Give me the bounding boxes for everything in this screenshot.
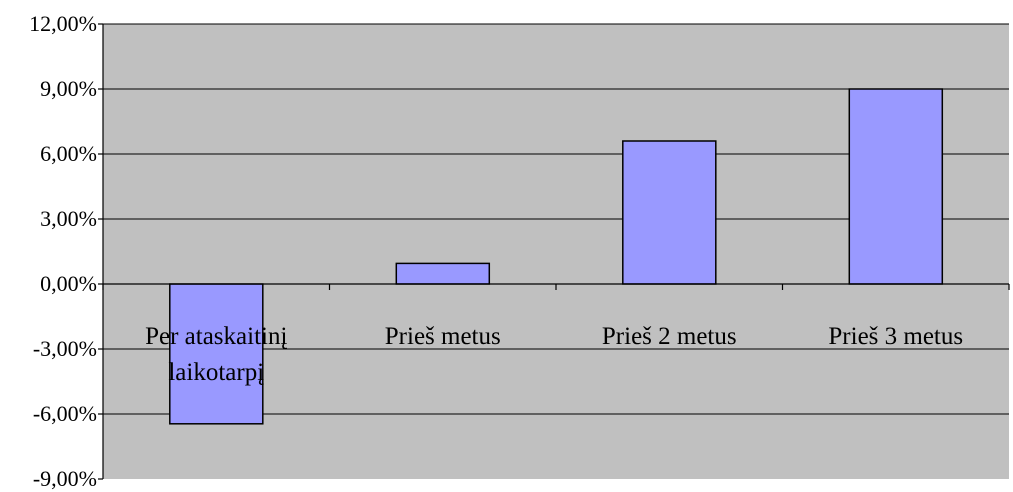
y-tick-label: 9,00%	[40, 76, 97, 101]
y-tick-label: 12,00%	[29, 11, 97, 36]
category-label: Prieš 2 metus	[602, 323, 737, 350]
y-tick-label: 3,00%	[40, 206, 97, 231]
bar-1	[169, 283, 264, 425]
category-label: Prieš 3 metus	[828, 323, 963, 350]
gridlines	[103, 23, 1009, 415]
y-tick-label: -3,00%	[33, 336, 97, 361]
y-tick-label: -6,00%	[33, 401, 97, 426]
category-label: laikotarpį	[168, 359, 264, 386]
bars	[169, 88, 944, 425]
category-labels: Per ataskaitinį laikotarpį Prieš metus Prie…	[145, 323, 963, 386]
y-tick-label: -9,00%	[33, 466, 97, 491]
y-tick-label: 6,00%	[40, 141, 97, 166]
bar-3	[622, 140, 717, 285]
category-label: Prieš metus	[385, 323, 501, 350]
bar-2	[395, 262, 491, 285]
y-tick-labels: 12,00% 9,00% 6,00% 3,00% 0,00% -3,00% -6,00% -9…	[29, 11, 97, 491]
axes	[98, 23, 1010, 480]
category-label: Per ataskaitinį	[145, 323, 287, 350]
y-tick-label: 0,00%	[40, 271, 97, 296]
bar-4	[848, 88, 944, 285]
